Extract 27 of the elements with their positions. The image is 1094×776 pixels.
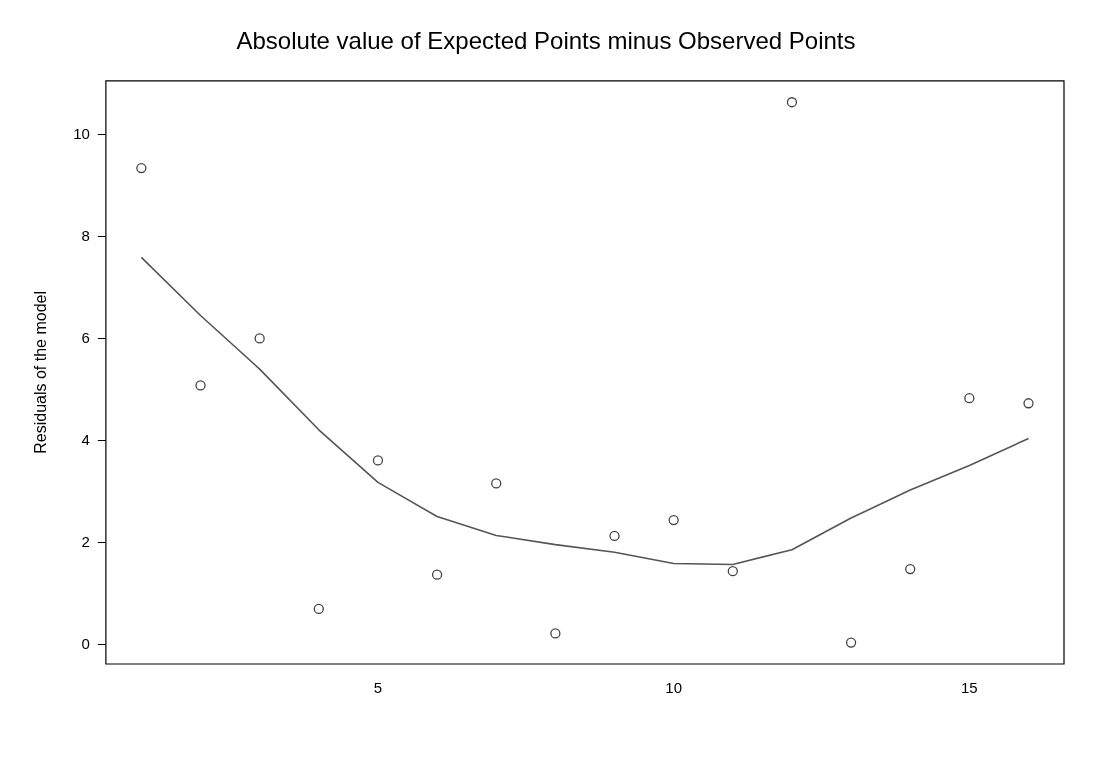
- y-tick-label: 2: [81, 532, 90, 550]
- point: [372, 455, 384, 466]
- point: [313, 603, 324, 615]
- point: [254, 333, 265, 344]
- point: [195, 380, 206, 391]
- y-tick-label: 10: [73, 124, 90, 142]
- y-axis-title: Residuals of the model: [32, 291, 50, 454]
- y-tick-label: 0: [81, 634, 90, 652]
- y-tick-label: 4: [81, 430, 90, 448]
- y-tick-label: 8: [81, 226, 90, 244]
- x-tick-label: 5: [373, 679, 383, 697]
- x-tick-label: 10: [665, 679, 682, 697]
- point: [668, 514, 679, 526]
- point: [786, 97, 798, 108]
- point: [431, 569, 443, 580]
- x-tick-label: 15: [961, 679, 978, 697]
- point: [609, 530, 620, 542]
- point: [1023, 398, 1034, 409]
- point: [845, 637, 857, 648]
- point: [136, 162, 147, 174]
- point: [905, 563, 916, 575]
- point: [727, 565, 738, 577]
- point: [491, 478, 502, 489]
- chart-title: Absolute value of Expected Points minus Observed Points: [236, 27, 856, 55]
- point: [964, 393, 975, 404]
- point: [550, 628, 561, 639]
- y-tick-label: 6: [81, 328, 90, 346]
